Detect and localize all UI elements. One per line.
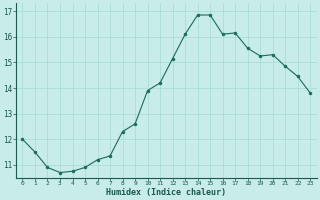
X-axis label: Humidex (Indice chaleur): Humidex (Indice chaleur): [106, 188, 226, 197]
